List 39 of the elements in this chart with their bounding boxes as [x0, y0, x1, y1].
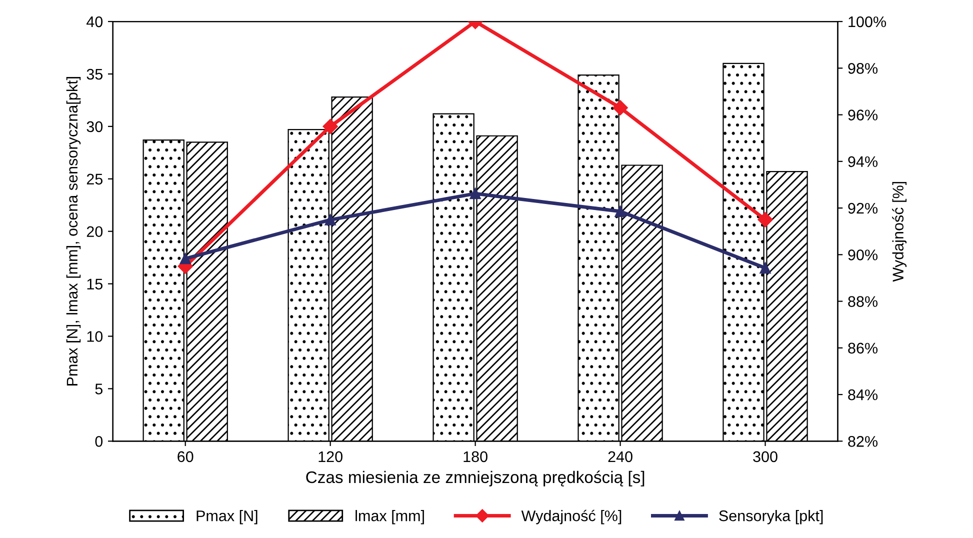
point [180, 253, 191, 264]
y-tick-label: 0 [95, 436, 103, 447]
y2-tick-label: 96% [848, 110, 878, 120]
y2-tick-label: 84% [848, 389, 878, 400]
x-tick-label: 120 [318, 451, 342, 462]
y-tick-label: 30 [86, 121, 103, 132]
legend-label: Pmax [N] [196, 510, 258, 524]
point [322, 118, 338, 134]
x-tick-label: 60 [178, 451, 194, 462]
point [758, 212, 773, 228]
y2-tick-label: 86% [848, 342, 878, 354]
point [760, 262, 771, 274]
y2-tick-label: 94% [848, 156, 878, 168]
point [324, 214, 336, 226]
y-tick-label: 25 [86, 174, 103, 185]
point [470, 188, 481, 200]
y2-tick-label: 88% [848, 296, 878, 307]
x-axis-title: Czas miesienia ze zmniejszoną prędkością [s] [306, 470, 644, 486]
y-axis-title: Pmax [N], lmax [mm], ocena sensoryczna[pkt] [66, 77, 81, 386]
y-tick-label: 20 [86, 226, 103, 238]
legend-label: lmax [mm] [356, 510, 424, 524]
x-tick-label: 240 [608, 451, 632, 462]
point [612, 100, 628, 116]
y-tick-label: 10 [87, 331, 103, 342]
y2-tick-label: 98% [848, 63, 878, 74]
y2-tick-label: 100% [848, 16, 886, 28]
legend-label: Sensoryka [pkt] [719, 510, 823, 524]
y2-tick-label: 92% [848, 202, 878, 214]
legend-label: Wydajność [%] [521, 510, 622, 524]
y-tick-label: 35 [86, 68, 103, 80]
y-tick-label: 15 [87, 278, 103, 290]
point [614, 206, 626, 217]
y2-tick-label: 82% [848, 436, 878, 447]
y-tick-label: 40 [86, 16, 103, 28]
y2-axis-title: Wydajność [%] [892, 182, 907, 282]
y2-tick-label: 90% [848, 250, 878, 260]
x-tick-label: 300 [753, 451, 778, 462]
x-tick-label: 180 [464, 451, 488, 462]
y-tick-label: 5 [95, 384, 103, 394]
